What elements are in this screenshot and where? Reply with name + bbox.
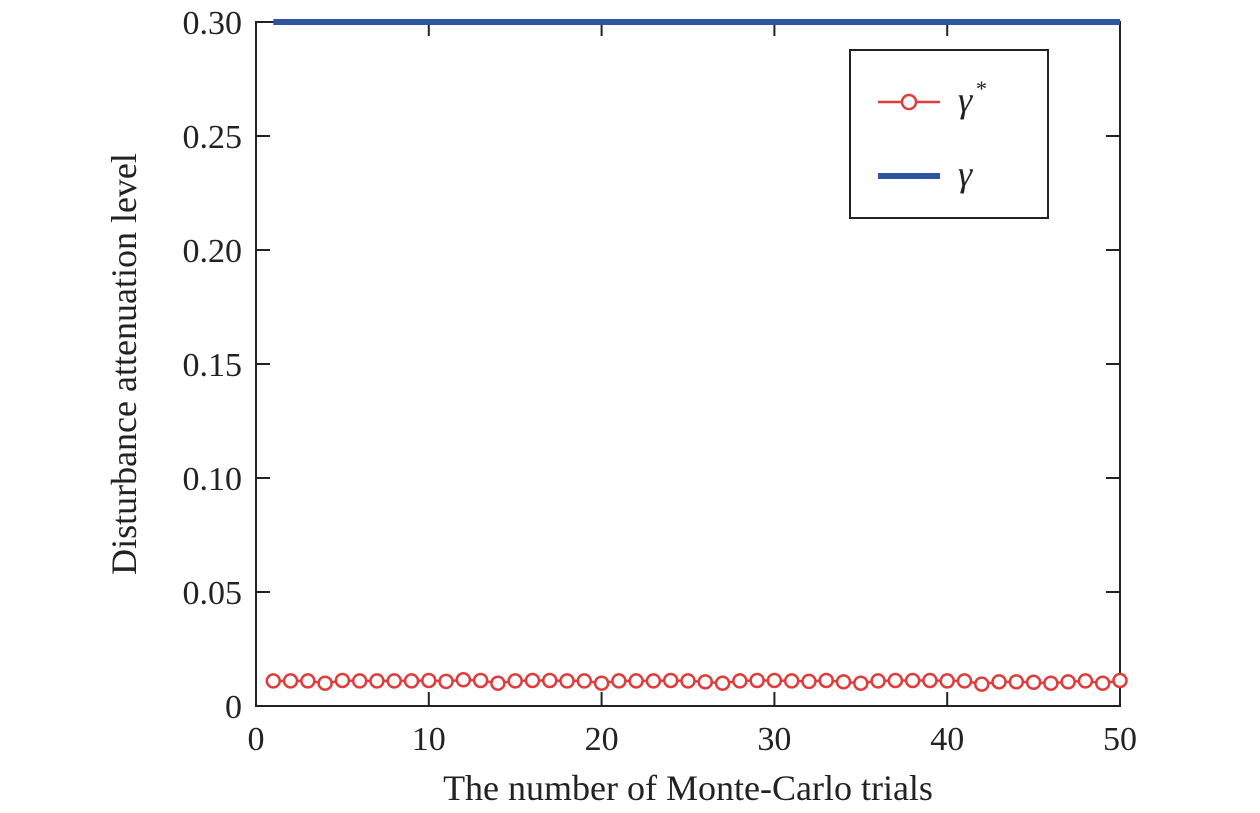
data-point: [904, 672, 921, 689]
data-point: [628, 673, 644, 689]
data-point: [835, 674, 852, 690]
data-point: [334, 672, 351, 689]
data-point: [697, 674, 714, 690]
y-axis-title: Disturbance attenuation level: [104, 153, 144, 575]
data-point: [300, 673, 316, 689]
data-point: [974, 676, 990, 692]
series-layer: [265, 19, 1128, 692]
data-point: [403, 673, 420, 689]
series-0: [265, 672, 1128, 692]
y-tick-label: 0.20: [183, 233, 243, 270]
data-point: [351, 673, 368, 689]
data-point: [438, 673, 454, 690]
x-tick-label: 10: [412, 721, 446, 758]
data-point: [472, 672, 489, 689]
data-point: [922, 672, 938, 689]
data-point: [1077, 673, 1094, 689]
data-point: [732, 673, 748, 689]
data-point: [265, 673, 282, 689]
data-point: [783, 673, 800, 689]
data-point: [1008, 674, 1025, 690]
y-tick-label: 0: [225, 689, 242, 726]
data-point: [662, 672, 679, 689]
legend-entry: γ: [878, 154, 973, 194]
data-point: [1025, 674, 1042, 691]
data-point: [421, 672, 437, 689]
legend-label: γ: [958, 80, 973, 120]
data-point: [542, 672, 558, 689]
data-point: [507, 673, 523, 689]
y-tick-label: 0.15: [183, 347, 243, 384]
data-point: [317, 675, 333, 691]
data-point: [714, 675, 731, 691]
data-point: [455, 672, 472, 688]
data-point: [576, 673, 593, 689]
x-tick-label: 20: [585, 721, 619, 758]
legend-entry: γ *: [878, 76, 987, 120]
data-point: [818, 672, 834, 689]
legend: γ *γ: [849, 49, 1049, 219]
data-point: [887, 672, 904, 689]
legend-marker: [900, 93, 918, 111]
data-point: [766, 672, 783, 689]
data-point: [559, 673, 575, 689]
y-tick-label: 0.10: [183, 461, 243, 498]
data-point: [645, 673, 662, 689]
data-point: [1060, 674, 1076, 690]
x-tick-label: 30: [757, 721, 791, 758]
data-point: [749, 672, 765, 689]
data-point: [386, 673, 402, 689]
data-point: [1094, 675, 1111, 691]
data-point: [369, 673, 385, 689]
legend-label: γ: [958, 154, 973, 194]
x-tick-label: 50: [1103, 721, 1137, 758]
y-tick-label: 0.05: [183, 575, 243, 612]
data-point: [870, 673, 886, 689]
data-point: [593, 675, 610, 691]
legend-label-superscript: *: [976, 76, 987, 101]
legend-box: [849, 49, 1049, 219]
y-axis: 0 0.05 0.10 0.15 0.20 0.25 0.30: [183, 5, 1120, 726]
data-point: [611, 673, 627, 689]
data-point: [939, 673, 955, 689]
data-point: [680, 673, 696, 689]
x-axis: 0 10 20 30 40 50: [248, 22, 1137, 758]
data-point: [853, 675, 869, 691]
x-tick-label: 40: [930, 721, 964, 758]
data-point: [282, 673, 299, 689]
data-point: [524, 672, 541, 689]
x-tick-label: 0: [248, 721, 265, 758]
data-point: [801, 673, 817, 690]
data-point: [956, 673, 973, 689]
y-tick-label: 0.30: [183, 5, 243, 42]
data-point: [490, 675, 506, 691]
data-point: [1043, 675, 1059, 691]
data-point: [1112, 672, 1128, 689]
data-point: [991, 674, 1007, 690]
x-axis-title: The number of Monte-Carlo trials: [443, 768, 933, 808]
y-tick-label: 0.25: [183, 119, 243, 156]
